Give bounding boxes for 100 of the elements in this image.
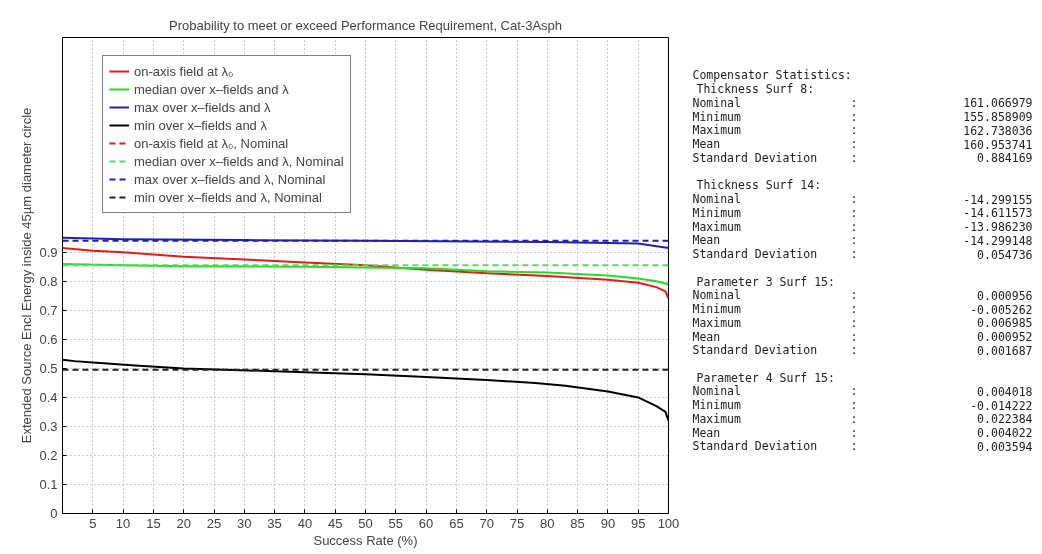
text: 161.066979 <box>963 96 1033 111</box>
legend-label: max over x–fields and λ, Nominal <box>134 170 326 188</box>
text: : <box>850 123 858 138</box>
x-tick-label: 45 <box>327 515 343 531</box>
text: Thickness Surf 8: <box>696 82 815 97</box>
y-tick-label: 0.5 <box>39 360 58 376</box>
text: 0.000956 <box>977 288 1033 303</box>
x-tick-label: 25 <box>206 515 222 531</box>
text: Nominal <box>692 288 741 303</box>
y-tick-label: 0.4 <box>39 389 58 405</box>
text: Maximum <box>692 219 742 234</box>
x-axis-title: Success Rate (%) <box>313 532 418 548</box>
text: : <box>850 315 858 330</box>
text: Minimum <box>692 205 742 220</box>
text: : <box>850 398 858 413</box>
text: : <box>850 411 858 426</box>
x-tick-label: 90 <box>600 515 616 531</box>
y-axis-title: Extended Source Encl Energy inside 45µm diameter circle <box>19 107 35 444</box>
text: 0.004022 <box>977 426 1033 441</box>
text: : <box>850 109 858 124</box>
text: : <box>850 219 858 234</box>
text: Standard Deviation <box>692 343 818 358</box>
y-tick-label: 0.7 <box>39 302 58 318</box>
x-tick-label: 5 <box>89 515 97 531</box>
text: Parameter 4 Surf 15: <box>696 370 835 385</box>
text: : <box>850 329 858 344</box>
text: 0.884169 <box>977 151 1033 166</box>
line-series <box>62 262 669 286</box>
text: : <box>850 192 858 207</box>
y-tick-label: 0.3 <box>39 418 58 434</box>
text: : <box>850 288 858 303</box>
text: 155.858909 <box>963 110 1033 125</box>
text: -14.299155 <box>963 192 1033 207</box>
x-tick-label: 10 <box>115 515 131 531</box>
text: Parameter 3 Surf 15: <box>696 274 835 289</box>
x-tick-label: 35 <box>267 515 282 531</box>
x-tick-label: 65 <box>449 515 464 531</box>
text: : <box>850 137 858 152</box>
text: : <box>850 439 858 454</box>
line-series <box>62 246 669 300</box>
x-tick-label: 55 <box>388 515 404 531</box>
y-tick-label: 0 <box>50 506 58 521</box>
x-tick-label: 30 <box>237 515 252 531</box>
text: Standard Deviation <box>692 150 818 165</box>
text: 162.738036 <box>963 123 1033 138</box>
text: -0.014222 <box>970 398 1033 413</box>
text: : <box>850 233 858 248</box>
x-tick-label: 85 <box>570 515 585 531</box>
text: Thickness Surf 14: <box>696 178 822 193</box>
text: 160.953741 <box>963 137 1033 152</box>
text: Standard Deviation <box>692 439 818 454</box>
legend-label: on-axis field at λ₀ <box>134 62 234 80</box>
legend-label: min over x–fields and λ <box>134 116 267 134</box>
x-tick-label: 75 <box>509 515 525 531</box>
text: 0.003594 <box>977 439 1033 454</box>
text: Standard Deviation <box>692 247 818 262</box>
x-tick-label: 40 <box>297 515 313 531</box>
text: Nominal <box>692 384 741 399</box>
text: : <box>850 343 858 358</box>
text: Maximum <box>692 123 742 138</box>
text: : <box>850 247 858 262</box>
text: 0.000952 <box>977 330 1033 344</box>
chart-title: Probability to meet or exceed Performance Requirement, Cat-3Asph <box>168 17 563 33</box>
legend-label: median over x–fields and λ, Nominal <box>134 152 344 170</box>
text: -14.299148 <box>963 233 1033 248</box>
text: : <box>850 425 858 440</box>
y-tick-label: 0.8 <box>39 273 58 289</box>
text: : <box>850 95 858 110</box>
y-tick-label: 0.1 <box>39 476 58 492</box>
text: 0.022384 <box>977 412 1033 427</box>
legend-label: median over x–fields and λ <box>134 80 289 98</box>
text: -0.005262 <box>970 302 1033 317</box>
y-tick-label: 0.9 <box>39 244 58 260</box>
x-tick-label: 60 <box>418 515 434 531</box>
text: 0.001687 <box>977 343 1033 358</box>
legend-label: on-axis field at λ₀, Nominal <box>134 134 289 152</box>
text: Mean <box>692 329 721 344</box>
legend-label: max over x–fields and λ <box>134 98 271 116</box>
x-tick-label: 80 <box>540 515 555 531</box>
text: -14.611573 <box>963 206 1033 221</box>
legend-label: min over x–fields and λ, Nominal <box>134 188 322 206</box>
x-tick-label: 15 <box>146 515 161 531</box>
text: 0.006985 <box>977 316 1033 331</box>
x-tick-label: 70 <box>479 515 494 531</box>
text: Nominal <box>692 192 741 207</box>
x-tick-label: 50 <box>358 515 373 531</box>
text: Minimum <box>692 302 742 317</box>
text: Mean <box>692 425 721 440</box>
text: : <box>850 205 858 220</box>
text: : <box>850 384 858 399</box>
text: Mean <box>692 233 721 248</box>
text: 0.054736 <box>977 247 1033 262</box>
x-tick-label: 100 <box>657 515 680 531</box>
text: Minimum <box>692 398 742 413</box>
y-tick-label: 0.6 <box>39 331 58 347</box>
text: Maximum <box>692 411 742 426</box>
text: Compensator Statistics: <box>692 68 852 83</box>
text: 0.004018 <box>977 384 1033 399</box>
text: -13.986230 <box>963 220 1033 235</box>
y-tick-label: 0.2 <box>39 447 58 463</box>
